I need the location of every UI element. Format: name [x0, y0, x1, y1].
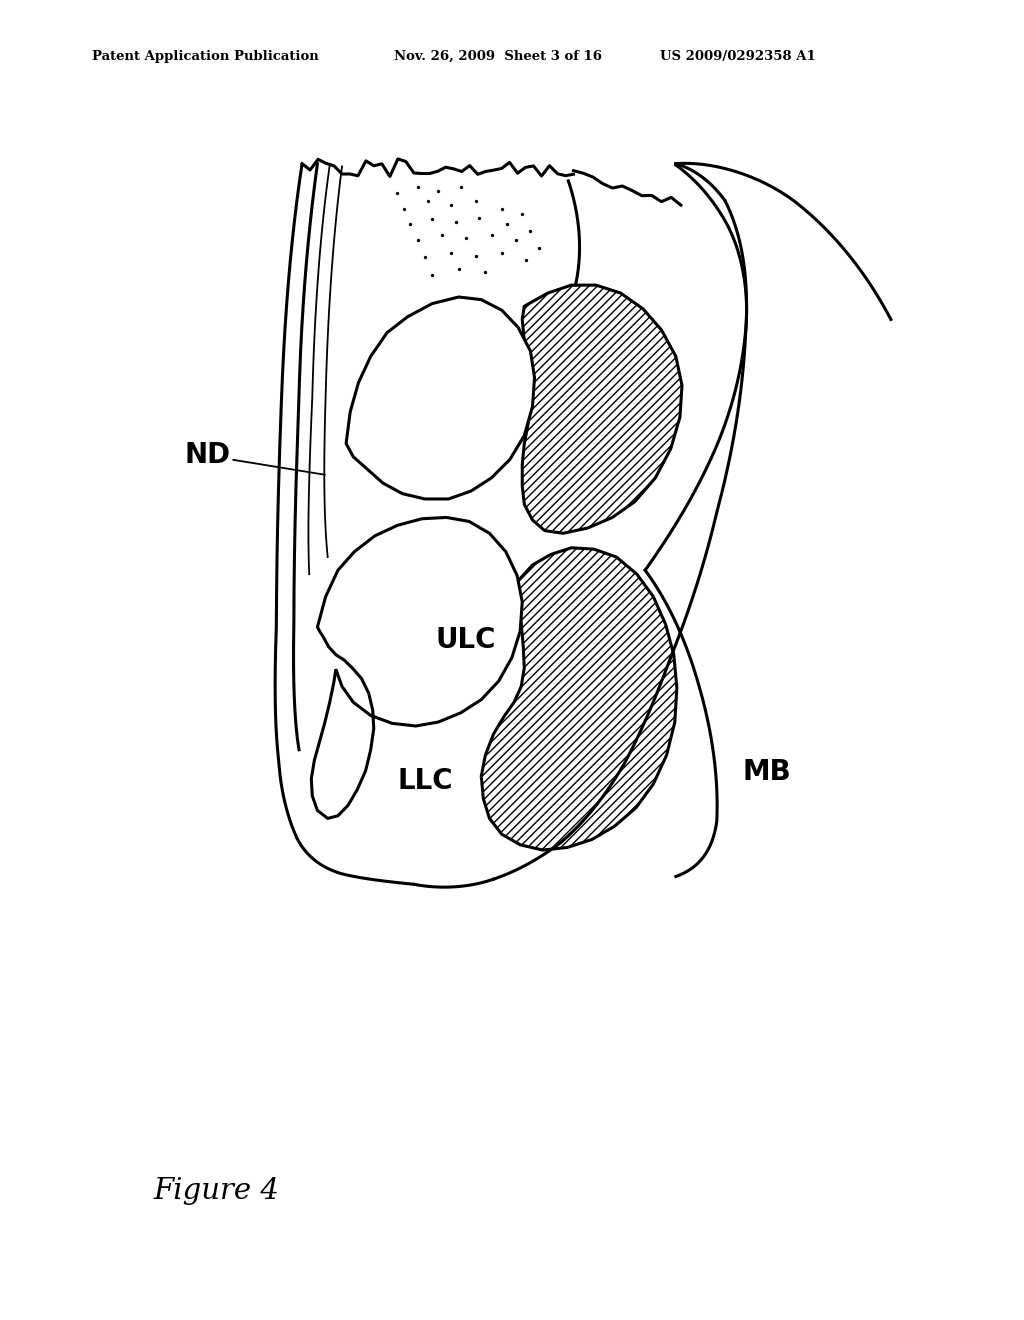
Text: Figure 4: Figure 4 [154, 1177, 280, 1205]
Text: Patent Application Publication: Patent Application Publication [92, 50, 318, 63]
Polygon shape [285, 158, 763, 882]
Text: ND: ND [184, 441, 230, 470]
Text: Nov. 26, 2009  Sheet 3 of 16: Nov. 26, 2009 Sheet 3 of 16 [394, 50, 602, 63]
Polygon shape [346, 297, 535, 499]
Polygon shape [522, 285, 682, 533]
Text: US 2009/0292358 A1: US 2009/0292358 A1 [660, 50, 816, 63]
Polygon shape [481, 548, 677, 850]
Text: MB: MB [742, 758, 792, 787]
Text: ULC: ULC [435, 626, 497, 655]
Polygon shape [311, 517, 522, 818]
Text: LLC: LLC [397, 767, 453, 796]
